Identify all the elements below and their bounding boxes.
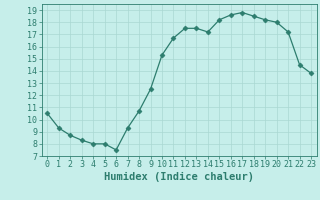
X-axis label: Humidex (Indice chaleur): Humidex (Indice chaleur) <box>104 172 254 182</box>
